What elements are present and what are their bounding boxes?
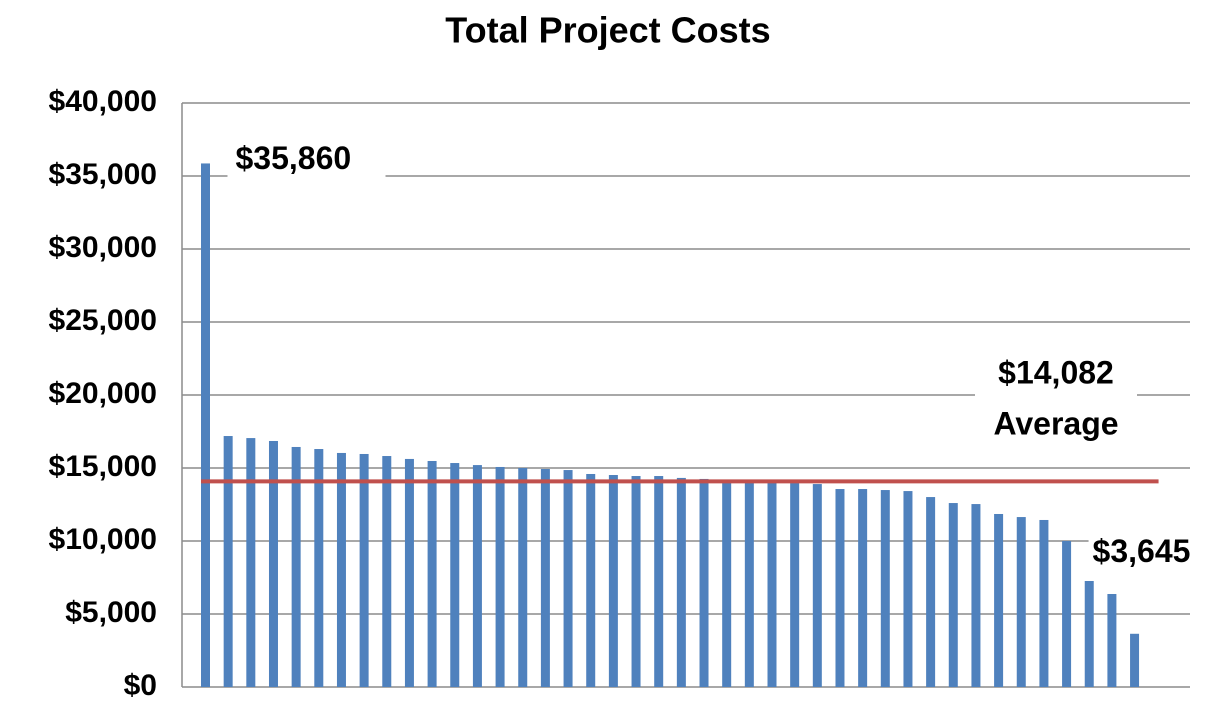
bar — [790, 483, 800, 687]
y-tick-label: $25,000 — [49, 304, 157, 337]
bar — [722, 479, 732, 687]
label-background — [227, 133, 386, 186]
y-tick-label: $40,000 — [49, 85, 157, 118]
bar — [1084, 581, 1094, 687]
bar — [1130, 633, 1140, 687]
bar — [495, 466, 505, 687]
bar — [518, 468, 528, 687]
y-tick-label: $0 — [124, 669, 157, 702]
bar — [427, 460, 437, 687]
bar — [767, 482, 777, 687]
y-tick-label: $35,000 — [49, 158, 157, 191]
bar — [291, 446, 301, 687]
bar — [744, 480, 754, 687]
y-tick-label: $30,000 — [49, 231, 157, 264]
bar — [654, 476, 664, 687]
bar — [926, 497, 936, 687]
bar — [812, 484, 822, 687]
bar — [450, 463, 460, 687]
bar — [1039, 519, 1049, 687]
bar — [608, 475, 618, 687]
bar — [472, 465, 482, 687]
bar — [699, 478, 709, 687]
bar — [1016, 517, 1026, 687]
label-background — [1088, 533, 1211, 572]
label-background — [975, 352, 1137, 450]
bar — [994, 513, 1004, 687]
average-value-label: $14,082 — [998, 354, 1114, 390]
value-label: $35,860 — [236, 140, 352, 176]
bar — [971, 504, 981, 687]
bar — [246, 438, 256, 687]
bar — [563, 470, 573, 687]
bar — [404, 458, 414, 687]
bar — [382, 456, 392, 687]
bar — [540, 469, 550, 687]
bar — [858, 489, 868, 687]
bar — [268, 440, 278, 687]
y-tick-label: $15,000 — [49, 450, 157, 483]
bar — [903, 491, 913, 687]
bar — [1107, 593, 1117, 687]
bar — [586, 473, 596, 687]
value-label: $3,645 — [1093, 533, 1191, 569]
y-tick-label: $20,000 — [49, 377, 157, 410]
chart-title: Total Project Costs — [445, 10, 770, 51]
bar — [676, 477, 686, 687]
bar — [1062, 541, 1072, 687]
y-tick-label: $5,000 — [65, 596, 157, 629]
bar — [880, 490, 890, 687]
bar — [223, 436, 233, 687]
bar — [201, 163, 210, 688]
bar — [314, 449, 324, 687]
bar — [336, 452, 346, 687]
bar — [359, 453, 369, 687]
bar — [948, 503, 958, 687]
bar — [631, 476, 641, 687]
y-tick-label: $10,000 — [49, 523, 157, 556]
average-name-label: Average — [993, 405, 1118, 441]
bar — [835, 489, 845, 687]
